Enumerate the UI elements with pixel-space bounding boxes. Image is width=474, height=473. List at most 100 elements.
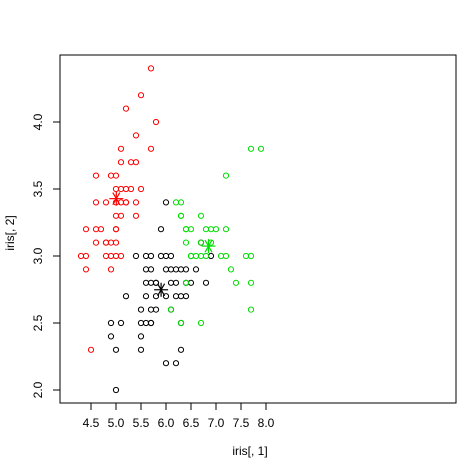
data-point xyxy=(207,226,215,233)
data-point xyxy=(247,145,255,152)
data-point xyxy=(152,293,160,300)
data-point xyxy=(107,333,115,340)
cluster-center-marker xyxy=(201,239,216,254)
x-axis-label: iris[, 1] xyxy=(232,444,267,458)
data-point xyxy=(197,239,205,246)
data-point xyxy=(162,360,170,367)
data-point xyxy=(192,266,200,273)
y-axis: 2.0 2.5 3.0 3.5 4.0 xyxy=(31,113,61,398)
plot-frame xyxy=(59,54,457,404)
x-tick-label: 6.5 xyxy=(183,416,200,430)
data-point xyxy=(177,293,185,300)
data-point xyxy=(202,252,210,260)
data-point xyxy=(137,346,145,353)
data-point xyxy=(112,346,120,353)
data-point xyxy=(167,252,175,260)
data-point xyxy=(87,346,95,353)
data-point xyxy=(147,252,155,260)
data-point xyxy=(102,239,110,246)
data-point xyxy=(152,306,160,313)
y-axis-label: iris[, 2] xyxy=(3,215,17,250)
y-tick-label: 3.5 xyxy=(31,180,45,197)
x-axis: 4.5 5.0 5.5 6.0 6.5 7.0 7.5 8.0 xyxy=(83,402,275,430)
data-point xyxy=(172,199,180,206)
data-point xyxy=(257,145,265,152)
data-point xyxy=(222,252,230,260)
data-point xyxy=(247,252,255,260)
data-point xyxy=(172,360,180,367)
data-point xyxy=(222,226,230,233)
data-point xyxy=(182,226,190,233)
data-point xyxy=(147,65,155,72)
data-point xyxy=(112,239,120,246)
data-point xyxy=(207,252,215,260)
data-point xyxy=(112,226,120,233)
x-tick-label: 4.5 xyxy=(83,416,100,430)
data-point xyxy=(82,266,90,273)
data-point xyxy=(187,279,195,286)
data-point xyxy=(162,252,170,260)
data-point xyxy=(117,319,125,327)
data-point xyxy=(137,319,145,327)
cluster-centers xyxy=(109,191,216,297)
data-point xyxy=(117,185,125,193)
y-tick-label: 2.5 xyxy=(31,314,45,331)
data-point xyxy=(227,266,235,273)
data-point xyxy=(182,293,190,300)
data-point xyxy=(167,306,175,313)
data-point xyxy=(172,279,180,286)
data-point xyxy=(177,319,185,327)
data-point xyxy=(112,252,120,260)
data-point xyxy=(142,279,150,286)
data-point xyxy=(167,279,175,286)
data-point xyxy=(147,266,155,273)
cluster-center-marker xyxy=(109,191,124,206)
data-point xyxy=(137,306,145,313)
data-point xyxy=(137,92,145,99)
data-point xyxy=(107,266,115,273)
data-point xyxy=(112,185,120,193)
data-point xyxy=(162,293,170,300)
x-tick-label: 5.0 xyxy=(108,416,125,430)
data-point xyxy=(182,239,190,246)
data-point xyxy=(142,252,150,260)
data-point xyxy=(192,252,200,260)
data-point xyxy=(157,226,165,233)
cluster-center-marker xyxy=(154,282,169,297)
data-point xyxy=(82,226,90,233)
data-point xyxy=(147,319,155,327)
data-point xyxy=(232,279,240,286)
data-point xyxy=(117,145,125,152)
data-point xyxy=(167,266,175,273)
y-tick-label: 3.0 xyxy=(31,247,45,264)
data-points xyxy=(77,65,265,394)
data-point xyxy=(107,319,115,327)
data-point xyxy=(122,293,130,300)
data-point xyxy=(142,266,150,273)
x-tick-label: 6.0 xyxy=(158,416,175,430)
data-point xyxy=(92,199,100,206)
y-tick-label: 4.0 xyxy=(31,113,45,130)
data-point xyxy=(217,252,225,260)
data-point xyxy=(147,145,155,152)
data-point xyxy=(162,266,170,273)
data-point xyxy=(132,212,140,219)
data-point xyxy=(92,172,100,179)
data-point xyxy=(107,172,115,179)
x-tick-label: 7.5 xyxy=(233,416,250,430)
data-point xyxy=(122,185,130,193)
x-tick-label: 8.0 xyxy=(258,416,275,430)
data-point xyxy=(152,279,160,286)
data-point xyxy=(222,172,230,179)
data-point xyxy=(132,132,140,139)
data-point xyxy=(132,159,140,166)
data-point xyxy=(122,105,130,112)
data-point xyxy=(147,306,155,313)
data-point xyxy=(197,212,205,219)
x-tick-label: 5.5 xyxy=(133,416,150,430)
data-point xyxy=(102,252,110,260)
data-point xyxy=(112,386,120,394)
data-point xyxy=(97,226,105,233)
data-point xyxy=(117,159,125,166)
data-point xyxy=(202,226,210,233)
